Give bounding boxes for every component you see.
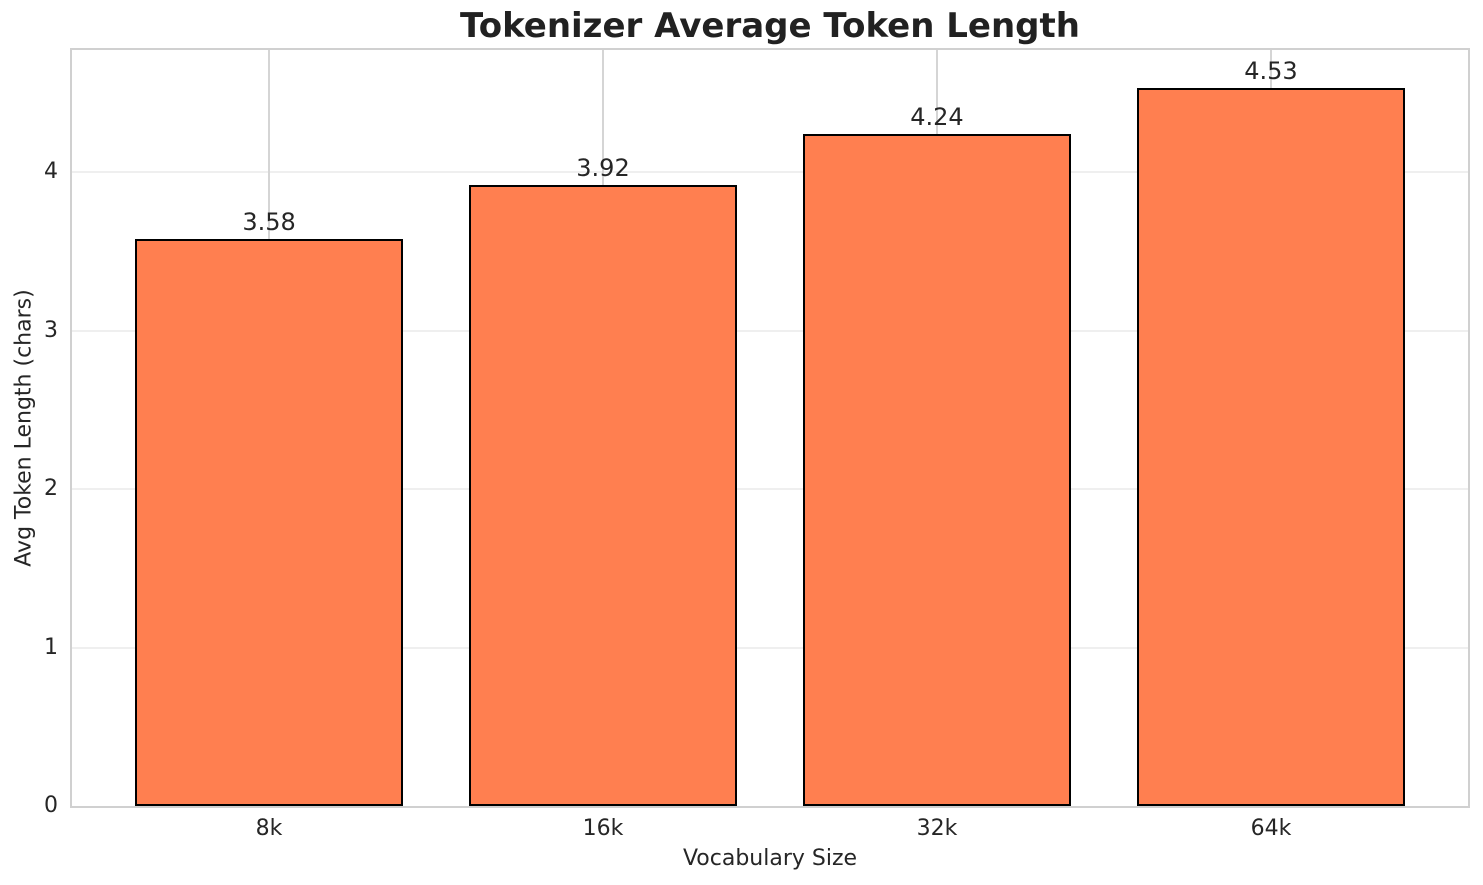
x-tick-label: 8k — [255, 816, 283, 841]
x-axis-label: Vocabulary Size — [682, 846, 858, 871]
h-gridline — [72, 329, 1468, 332]
y-tick-label: 4 — [44, 159, 58, 185]
bar-value-label: 3.92 — [576, 153, 630, 182]
y-tick-label: 2 — [44, 476, 58, 502]
x-tick-label: 64k — [1250, 816, 1292, 841]
x-tick-label: 16k — [582, 816, 624, 841]
plot-area — [70, 48, 1470, 808]
y-tick-label: 3 — [44, 317, 58, 343]
bar — [803, 134, 1071, 806]
bar-value-label: 4.24 — [910, 103, 964, 131]
bar-value-label: 3.58 — [242, 207, 296, 236]
x-tick-label: 32k — [916, 816, 958, 841]
chart-title: Tokenizer Average Token Length — [460, 6, 1080, 46]
h-gridline — [72, 646, 1468, 649]
bar — [135, 238, 403, 806]
bar — [469, 184, 737, 806]
h-gridline — [72, 488, 1468, 491]
y-tick-label: 1 — [44, 634, 58, 660]
y-tick-label: 0 — [44, 793, 58, 818]
bar-value-label: 4.53 — [1244, 57, 1298, 86]
bar — [1137, 88, 1405, 806]
h-gridline — [72, 171, 1468, 174]
bar-layer — [72, 50, 1468, 806]
